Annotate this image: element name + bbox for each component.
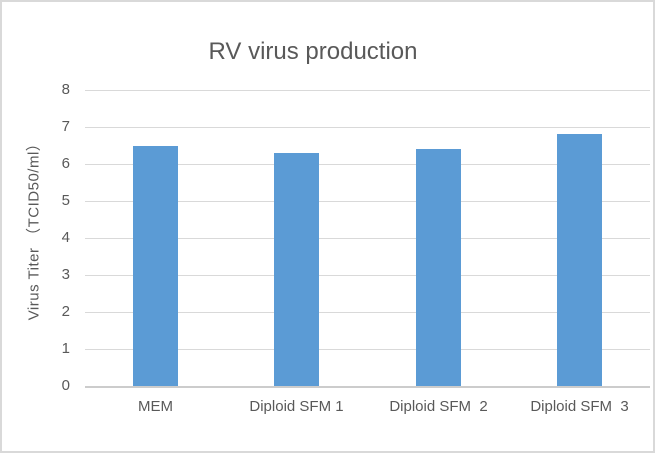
- y-tick-label: 4: [61, 229, 70, 246]
- y-gridline: [85, 201, 650, 202]
- x-category-label: Diploid SFM 1: [249, 398, 344, 415]
- bar-diploid-sfm-1[interactable]: [274, 153, 319, 386]
- y-gridline: [85, 349, 650, 350]
- y-tick-label: 8: [61, 81, 70, 98]
- bar-diploid-sfm-3[interactable]: [557, 134, 602, 386]
- y-gridline: [85, 90, 650, 91]
- x-category-label: Diploid SFM 3: [530, 398, 629, 415]
- y-gridline: [85, 238, 650, 239]
- bar-mem[interactable]: [133, 146, 178, 386]
- y-tick-label: 7: [61, 118, 70, 135]
- x-axis-line: [85, 386, 650, 388]
- y-gridline: [85, 275, 650, 276]
- x-category-label: Diploid SFM 2: [389, 398, 488, 415]
- y-gridline: [85, 127, 650, 128]
- x-category-label: MEM: [138, 398, 173, 415]
- chart-title: RV virus production: [208, 38, 418, 65]
- y-tick-label: 5: [61, 192, 70, 209]
- y-tick-label: 1: [61, 340, 70, 357]
- y-tick-label: 0: [61, 377, 70, 394]
- y-tick-label: 3: [61, 266, 70, 283]
- bar-diploid-sfm-2[interactable]: [416, 149, 461, 386]
- y-tick-label: 2: [61, 303, 70, 320]
- y-gridline: [85, 164, 650, 165]
- y-tick-label: 6: [61, 155, 70, 172]
- y-gridline: [85, 312, 650, 313]
